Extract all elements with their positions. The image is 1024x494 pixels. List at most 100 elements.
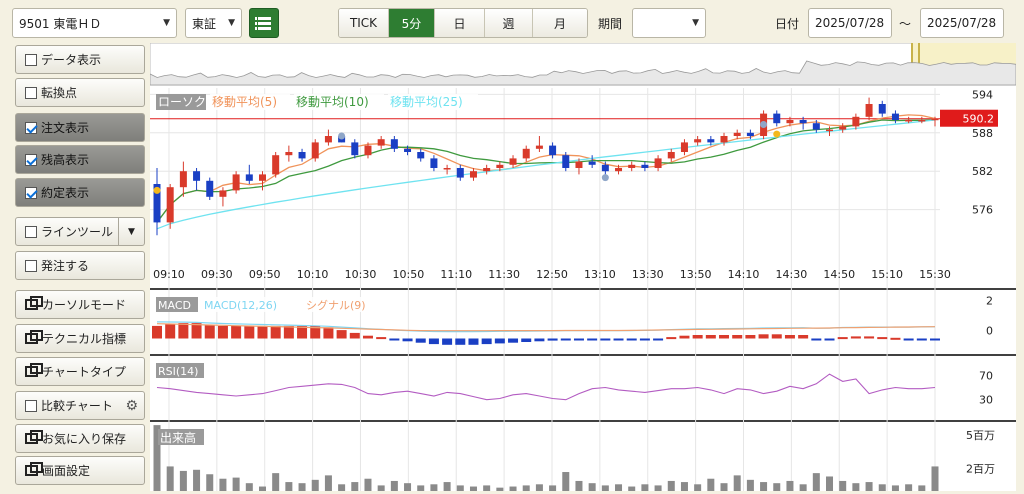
candle bbox=[799, 116, 807, 130]
y-tick-label: 576 bbox=[972, 204, 993, 217]
candle bbox=[232, 171, 240, 194]
candle-body bbox=[324, 136, 332, 143]
macd-histogram-bar bbox=[297, 325, 308, 339]
stock-select[interactable]: 9501 東電ＨＤ ▼ bbox=[12, 8, 177, 38]
period-select[interactable]: ▼ bbox=[632, 8, 706, 38]
volume-bar bbox=[931, 466, 939, 491]
macd-histogram-bar bbox=[560, 338, 571, 341]
candle bbox=[878, 100, 886, 117]
legend-chip bbox=[294, 94, 384, 110]
legend-label: RSI(14) bbox=[158, 365, 198, 378]
date-to-field[interactable]: 2025/07/28 bbox=[920, 8, 1004, 38]
date-from-field[interactable]: 2025/07/28 bbox=[808, 8, 892, 38]
checkbox-checked-icon[interactable] bbox=[25, 153, 37, 166]
legend-chip bbox=[388, 94, 478, 110]
sidebar-item-label: 画面設定 bbox=[42, 464, 91, 478]
volume-bar bbox=[456, 485, 464, 491]
tab-month[interactable]: 月 bbox=[533, 9, 587, 37]
chevron-down-icon: ▼ bbox=[692, 18, 699, 28]
macd-histogram-bar bbox=[626, 338, 637, 341]
signal-line bbox=[156, 323, 936, 332]
legend-chip bbox=[156, 363, 204, 378]
sidebar-item-data-display[interactable]: データ表示 bbox=[15, 45, 145, 74]
list-icon-button[interactable] bbox=[249, 8, 279, 38]
candle-body bbox=[417, 152, 425, 159]
volume-bar bbox=[891, 485, 899, 491]
sidebar-item-chart-type[interactable]: チャートタイプ bbox=[15, 357, 145, 386]
x-tick-label: 13:10 bbox=[584, 268, 616, 281]
market-select[interactable]: 東証 ▼ bbox=[185, 8, 242, 38]
x-tick-label: 10:10 bbox=[297, 268, 329, 281]
interval-tabs: TICK 5分 日 週 月 bbox=[338, 8, 588, 38]
checkbox-icon[interactable] bbox=[25, 399, 37, 412]
candle bbox=[720, 132, 728, 146]
volume-bar bbox=[733, 475, 741, 491]
checkbox-icon[interactable] bbox=[25, 86, 37, 99]
volume-bar bbox=[628, 486, 636, 491]
volume-bar bbox=[417, 485, 425, 491]
macd-histogram-bar bbox=[283, 325, 294, 339]
chart-area[interactable]: 09:10 09:30 09:50 10:10 10:30 10:50 11:10 11:30… bbox=[150, 43, 1016, 491]
legend-chip bbox=[210, 94, 290, 110]
tab-day[interactable]: 日 bbox=[435, 9, 485, 37]
volume-bar bbox=[535, 484, 543, 491]
sidebar-item-execution-display[interactable]: 約定表示 bbox=[15, 178, 145, 207]
tab-5min[interactable]: 5分 bbox=[389, 9, 435, 37]
sidebar-item-cursor-mode[interactable]: カーソルモード bbox=[15, 290, 145, 319]
x-tick-label: 14:30 bbox=[776, 268, 808, 281]
candle bbox=[905, 116, 913, 124]
sidebar-item-label: チャートタイプ bbox=[42, 365, 126, 379]
volume-bar bbox=[311, 479, 319, 491]
sidebar-item-compare-chart[interactable]: 比較チャート ⚙ bbox=[15, 391, 145, 420]
checkbox-icon[interactable] bbox=[25, 259, 37, 272]
macd-histogram-bar bbox=[890, 337, 901, 340]
macd-histogram-bar bbox=[310, 325, 321, 339]
tab-week[interactable]: 週 bbox=[485, 9, 533, 37]
checkbox-icon[interactable] bbox=[25, 53, 37, 66]
chevron-down-icon[interactable]: ▼ bbox=[118, 218, 144, 245]
legend-label: ローソク bbox=[158, 95, 206, 109]
candle-body bbox=[694, 139, 702, 143]
candle bbox=[865, 97, 873, 120]
execution-marker bbox=[338, 132, 346, 140]
candle-body bbox=[601, 164, 609, 172]
candle bbox=[522, 145, 530, 162]
candle bbox=[219, 187, 227, 207]
sidebar-item-line-tool[interactable]: ラインツール ▼ bbox=[15, 217, 145, 246]
volume-bar bbox=[377, 485, 385, 491]
sidebar-item-save-favorite[interactable]: お気に入り保存 bbox=[15, 424, 145, 453]
checkbox-checked-icon[interactable] bbox=[25, 186, 37, 199]
sidebar-item-screen-settings[interactable]: 画面設定 bbox=[15, 456, 145, 485]
sidebar-item-balance-display[interactable]: 残高表示 bbox=[15, 145, 145, 174]
x-tick-label: 13:50 bbox=[680, 268, 712, 281]
candle-body bbox=[483, 168, 491, 172]
candle bbox=[166, 184, 174, 229]
macd-histogram-bar bbox=[217, 325, 228, 339]
period-label: 期間 bbox=[598, 17, 623, 31]
x-tick-label: 14:50 bbox=[823, 268, 855, 281]
candle-body bbox=[615, 168, 623, 172]
checkbox-checked-icon[interactable] bbox=[25, 121, 37, 134]
sidebar-item-turning-point[interactable]: 転換点 bbox=[15, 78, 145, 107]
macd-histogram-bar bbox=[837, 337, 848, 340]
macd-histogram-bar bbox=[864, 336, 875, 339]
candle-body bbox=[773, 113, 781, 124]
candle bbox=[549, 142, 557, 159]
candle-body bbox=[680, 142, 688, 152]
candle bbox=[469, 168, 477, 181]
volume-bar bbox=[601, 485, 609, 491]
gear-icon[interactable]: ⚙ bbox=[125, 398, 138, 414]
sidebar-item-place-order[interactable]: 発注する bbox=[15, 251, 145, 280]
legend-label: MACD bbox=[158, 299, 191, 312]
candle-body bbox=[839, 126, 847, 130]
macd-histogram-bar bbox=[692, 335, 703, 339]
y-tick-label: 30 bbox=[979, 394, 993, 407]
checkbox-icon[interactable] bbox=[25, 225, 37, 238]
legend-chip bbox=[156, 94, 206, 110]
sidebar-item-technical-indicators[interactable]: テクニカル指標 bbox=[15, 324, 145, 353]
tab-tick[interactable]: TICK bbox=[339, 9, 389, 37]
macd-histogram-bar bbox=[547, 338, 558, 341]
sidebar-item-order-display[interactable]: 注文表示 bbox=[15, 113, 145, 142]
volume-bar bbox=[615, 484, 623, 491]
candle bbox=[364, 142, 372, 159]
